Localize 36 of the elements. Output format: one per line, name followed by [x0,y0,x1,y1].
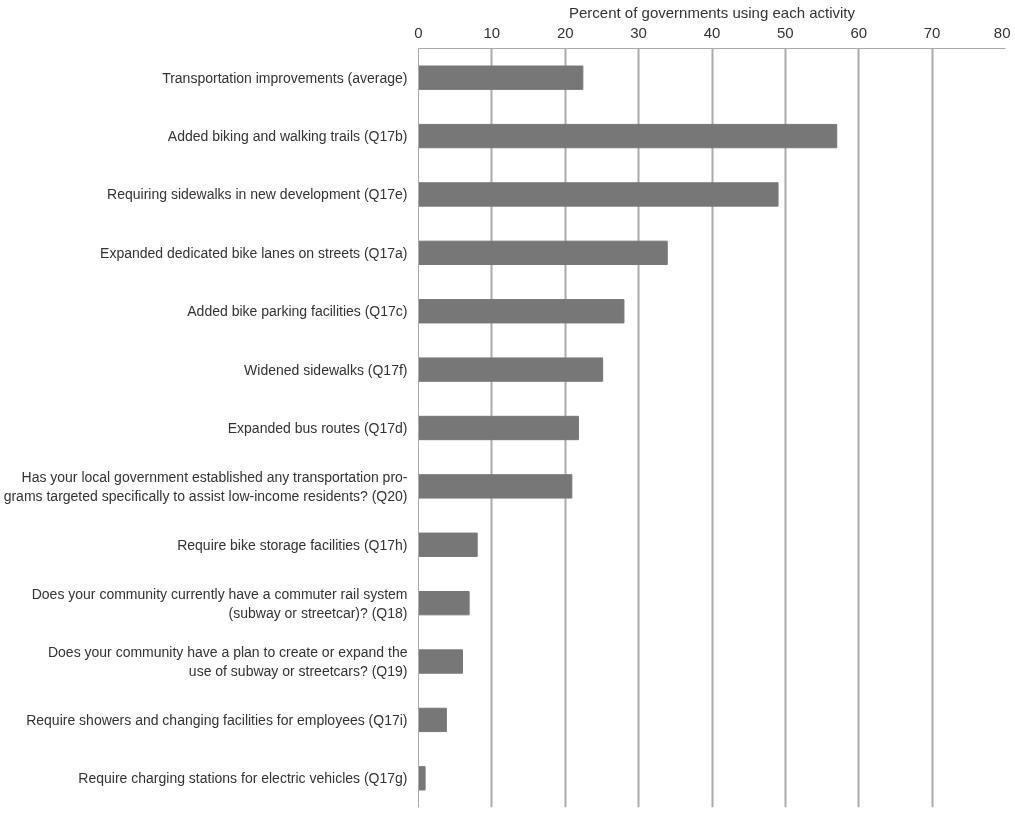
y-tick-label: Added bike parking facilities (Q17c) [187,303,408,320]
bar [418,415,579,441]
x-tick-label: 10 [483,23,501,41]
y-tick-label: Has your local government established any transportation pro- grams targeted specifically to assist low-income residents? (Q20) [3,468,408,504]
bar [418,766,426,791]
bar [418,65,584,90]
bar [418,123,838,149]
y-tick-label: Require bike storage facilities (Q17h) [177,536,408,553]
x-tick-label: 0 [414,23,423,41]
x-tick-label: 40 [703,23,721,41]
y-tick-label: Require charging stations for electric vehicles (Q17g) [78,770,408,787]
bar [418,707,447,733]
bar [418,474,573,499]
y-tick-label: Widened sidewalks (Q17f) [244,361,408,378]
bar [418,299,625,324]
bar [418,532,478,557]
bar [418,590,470,616]
y-tick-label: Require showers and changing facilities for employees (Q17i) [26,711,408,728]
y-tick-label: Expanded dedicated bike lanes on streets (Q17a) [100,244,408,261]
y-tick-label: Added biking and walking trails (Q17b) [167,128,408,145]
bar [418,357,604,382]
y-tick-label: Expanded bus routes (Q17d) [227,420,408,436]
y-tick-label: Requiring sidewalks in new development (Q17e) [107,186,408,203]
x-tick-label: 50 [777,23,794,41]
bar [418,182,779,207]
x-tick-label: 60 [850,23,868,41]
x-axis-title: Percent of governments using each activity [569,3,856,21]
x-tick-label: 80 [993,23,1011,41]
x-tick-label: 70 [923,23,941,41]
x-tick-label: 30 [630,23,647,41]
bar [418,240,668,266]
x-tick-label: 20 [556,23,574,41]
y-tick-label: Does your community have a plan to create or expand the use of subway or streetcars? (Q19) [47,643,408,680]
y-tick-label: Does your community currently have a commuter rail system (subway or streetcar)? (Q18) [31,585,408,621]
bar [418,649,464,674]
y-tick-label: Transportation improvements (average) [162,69,408,86]
